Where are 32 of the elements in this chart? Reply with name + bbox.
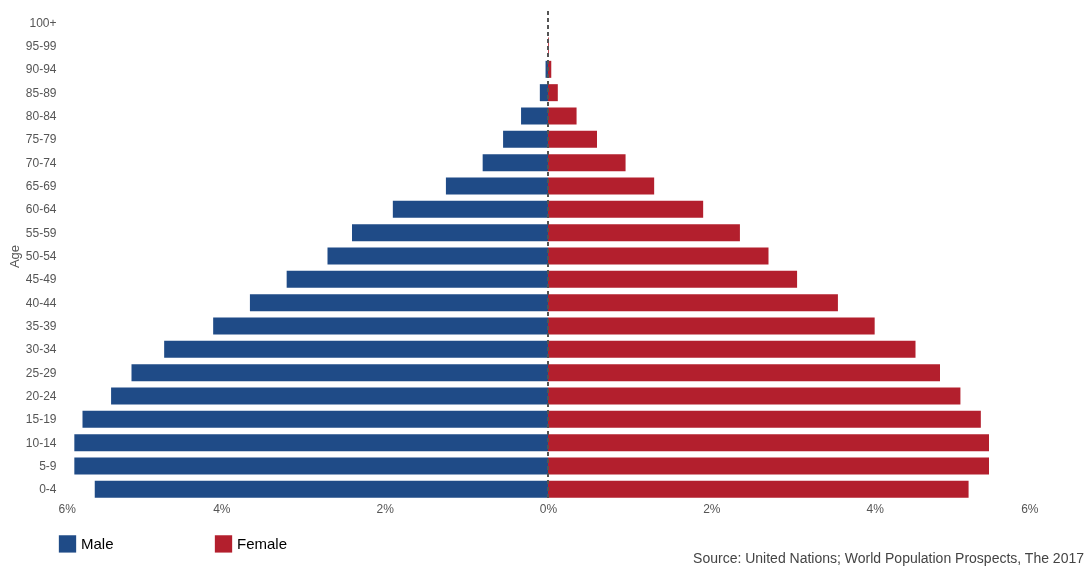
- legend-label: Male: [81, 534, 114, 552]
- y-tick-label: 85-89: [25, 85, 57, 100]
- y-tick-label: 70-74: [25, 155, 57, 170]
- y-tick-label: 0-4: [39, 482, 57, 497]
- x-tick-label: 4%: [213, 501, 231, 516]
- y-tick-label: 5-9: [39, 459, 57, 473]
- y-tick-label: 10-14: [25, 435, 57, 450]
- y-tick-label: 25-29: [25, 365, 57, 380]
- y-tick-label: 50-54: [25, 249, 57, 263]
- y-tick-label: 100+: [29, 15, 57, 30]
- source-note: Source: United Nations; World Population Prospects, The 2017: [693, 550, 1084, 566]
- y-tick-label: 90-94: [25, 62, 57, 77]
- y-tick-label: 30-34: [25, 342, 57, 357]
- y-tick-label: 75-79: [25, 132, 57, 147]
- y-tick-label: 60-64: [25, 202, 57, 217]
- y-tick-label: 65-69: [25, 179, 57, 193]
- x-tick-label: 4%: [866, 501, 885, 516]
- x-tick-label: 6%: [58, 501, 77, 516]
- y-tick-label: 95-99: [25, 39, 57, 53]
- y-axis-title: Age: [6, 244, 22, 269]
- x-tick-label: 0%: [539, 501, 558, 516]
- x-tick-label: 2%: [703, 501, 721, 516]
- y-tick-label: 40-44: [25, 295, 57, 310]
- legend-label: Female: [237, 534, 288, 552]
- x-tick-label: 6%: [1021, 501, 1039, 516]
- x-tick-label: 2%: [376, 501, 395, 516]
- y-tick-label: 80-84: [25, 109, 57, 123]
- y-tick-label: 15-19: [25, 412, 57, 427]
- y-tick-label: 35-39: [25, 319, 57, 333]
- y-tick-label: 20-24: [25, 389, 57, 403]
- y-tick-label: 55-59: [25, 225, 57, 240]
- y-tick-label: 45-49: [25, 272, 57, 287]
